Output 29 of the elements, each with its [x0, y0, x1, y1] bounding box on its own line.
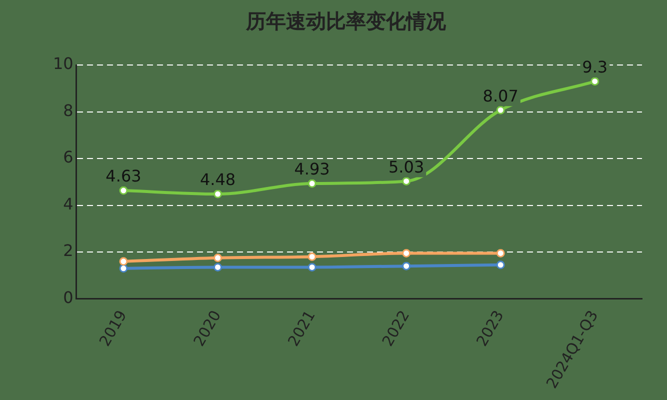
point: [308, 179, 316, 188]
data-label: 9.3: [582, 58, 608, 77]
y-tick-label: 0: [63, 288, 74, 307]
data-label: 4.48: [200, 170, 236, 190]
point: [402, 176, 411, 186]
point: [119, 186, 128, 195]
point: [308, 252, 316, 261]
y-tick-label: 4: [63, 194, 74, 214]
data-label: 8.07: [482, 86, 518, 106]
point: [402, 262, 411, 270]
point: [496, 248, 505, 258]
point: [214, 262, 222, 272]
point: [214, 254, 222, 262]
point: [496, 106, 505, 114]
y-tick-label: 2: [63, 241, 74, 260]
y-tick-label: 10: [53, 54, 74, 74]
chart-title: 历年速动比率变化情况: [245, 9, 447, 34]
point: [214, 190, 222, 198]
point: [308, 262, 316, 272]
point: [119, 257, 128, 266]
point: [496, 260, 505, 270]
data-label: 4.63: [106, 166, 142, 186]
data-label: 4.93: [294, 160, 330, 179]
y-tick-label: 6: [63, 148, 74, 167]
data-label: 5.03: [388, 157, 424, 176]
point: [590, 77, 600, 86]
point: [119, 264, 128, 273]
point: [402, 248, 411, 258]
y-tick-label: 8: [63, 100, 74, 120]
